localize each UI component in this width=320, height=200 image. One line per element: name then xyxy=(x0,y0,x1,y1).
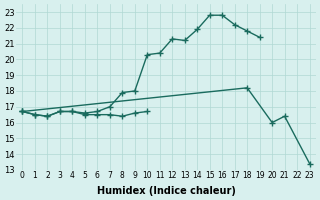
X-axis label: Humidex (Indice chaleur): Humidex (Indice chaleur) xyxy=(97,186,236,196)
